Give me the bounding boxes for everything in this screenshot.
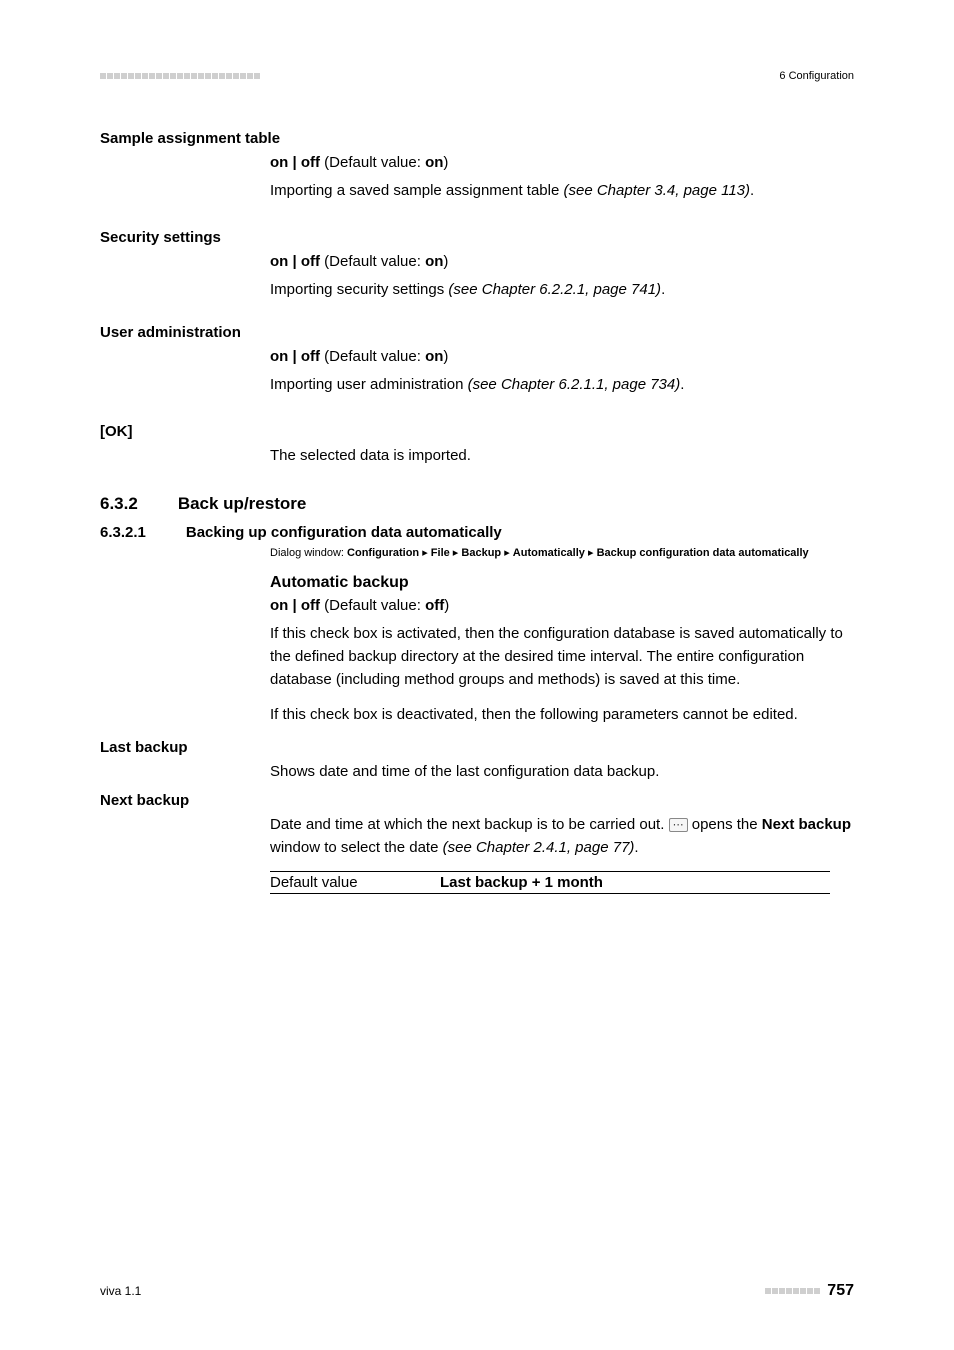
section-user-admin: User administration on | off (Default va… [100,324,854,397]
page-footer: viva 1.1 757 [100,1282,854,1300]
table-value-default: Last backup + 1 month [440,874,603,891]
table-default-value: Default value Last backup + 1 month [270,871,830,894]
section-ok: [OK] The selected data is imported. [100,423,854,468]
heading-title-6-3-2: Back up/restore [178,494,307,514]
desc-security: Importing security settings (see Chapter… [270,278,854,302]
value-security-onoff: on | off (Default value: on) [270,250,854,274]
value-sample-assignment-onoff: on | off (Default value: on) [270,151,854,175]
desc-user-admin: Importing user administration (see Chapt… [270,373,854,397]
header-ornament [100,73,261,79]
ellipsis-icon: ⋯ [669,818,688,832]
footer-left: viva 1.1 [100,1284,141,1298]
label-last-backup: Last backup [100,739,854,756]
label-sample-assignment: Sample assignment table [100,130,854,147]
heading-6-3-2-1: 6.3.2.1 Backing up configuration data au… [100,524,854,541]
desc-last-backup: Shows date and time of the last configur… [270,760,854,784]
page-header: 6 Configuration [100,70,854,82]
section-security: Security settings on | off (Default valu… [100,229,854,302]
dialog-window-path: Dialog window: Configuration ▸ File ▸ Ba… [270,545,854,562]
label-user-admin: User administration [100,324,854,341]
page-number: 757 [827,1282,854,1300]
heading-num-6-3-2: 6.3.2 [100,494,138,514]
table-label-default: Default value [270,874,390,891]
heading-6-3-2: 6.3.2 Back up/restore [100,494,854,514]
para-auto-backup-1: If this check box is activated, then the… [270,622,854,692]
label-next-backup: Next backup [100,792,854,809]
value-auto-backup-onoff: on | off (Default value: off) [270,594,854,618]
section-last-backup: Last backup Shows date and time of the l… [100,739,854,784]
footer-ornament: 757 [765,1282,854,1300]
desc-ok: The selected data is imported. [270,444,854,468]
header-chapter: 6 Configuration [779,70,854,82]
heading-num-6-3-2-1: 6.3.2.1 [100,524,146,541]
heading-title-6-3-2-1: Backing up configuration data automatica… [186,524,502,541]
label-ok: [OK] [100,423,854,440]
desc-sample-assignment: Importing a saved sample assignment tabl… [270,179,854,203]
section-sample-assignment: Sample assignment table on | off (Defaul… [100,130,854,203]
value-user-admin-onoff: on | off (Default value: on) [270,345,854,369]
label-security: Security settings [100,229,854,246]
desc-next-backup: Date and time at which the next backup i… [270,813,854,860]
section-next-backup: Next backup Date and time at which the n… [100,792,854,895]
subheading-automatic-backup: Automatic backup [270,574,854,592]
para-auto-backup-2: If this check box is deactivated, then t… [270,703,854,726]
